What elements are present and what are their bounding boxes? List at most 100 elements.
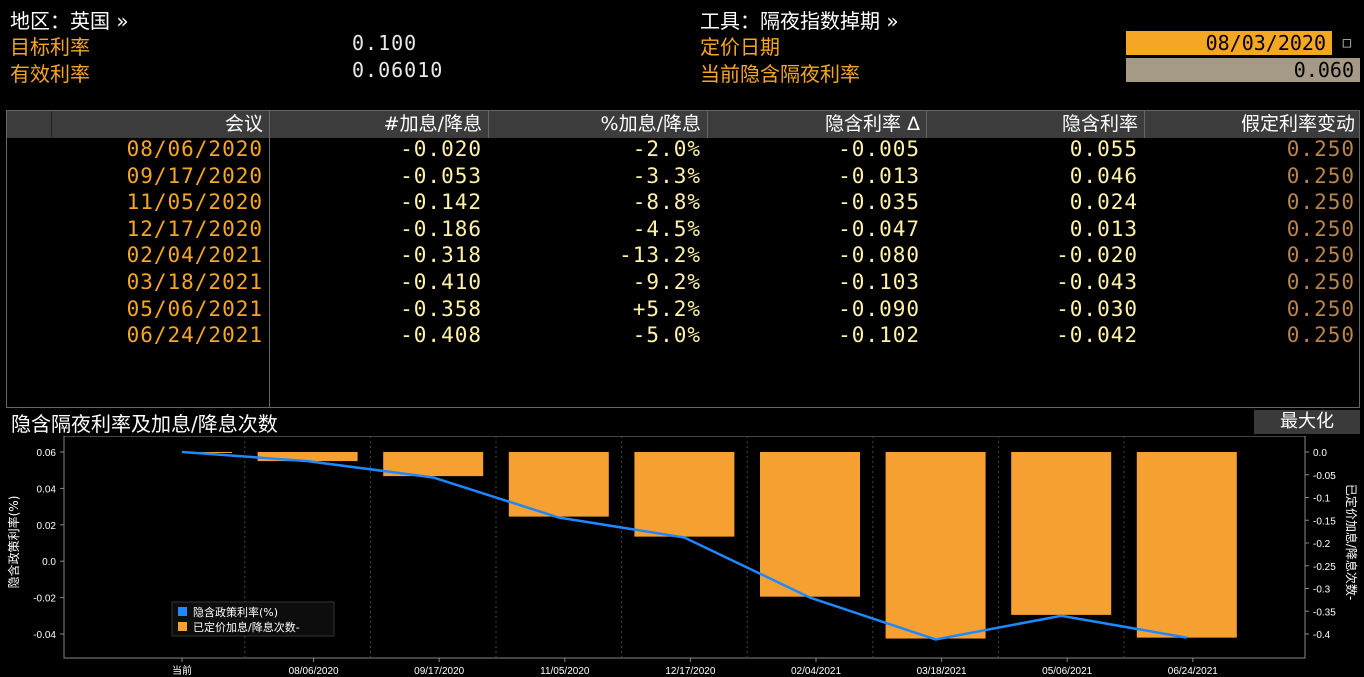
header-col-hike-pct[interactable]: %加息/降息	[600, 113, 701, 135]
table-cell-col-meeting[interactable]: 06/24/2021	[126, 323, 263, 348]
table-cell-col-meeting[interactable]: 09/17/2020	[126, 163, 263, 188]
legend-label-line: 隐含政策利率(%)	[193, 605, 278, 619]
table-cell-col-implied-rate: -0.042	[1056, 323, 1138, 348]
table-cell-col-hike-count: -0.408	[400, 323, 482, 348]
table-cell-col-assumed-move: 0.250	[1286, 243, 1355, 268]
y2-tick-label: -0.3	[1313, 585, 1331, 596]
table-cell-col-implied-rate: 0.055	[1069, 137, 1138, 161]
table-cell-col-meeting[interactable]: 02/04/2021	[126, 243, 263, 268]
region-selector[interactable]: 地区：英国 »	[10, 9, 129, 33]
table-cell-col-hike-pct: -8.8%	[632, 190, 701, 215]
table-cell-col-hike-count: -0.142	[400, 190, 482, 215]
y-tick-label: 0.02	[37, 521, 57, 532]
table-cell-col-hike-count: -0.410	[400, 270, 482, 294]
y2-axis-title: 已定价加息/降息次数-	[1344, 484, 1359, 600]
bar-06/24/2021	[1136, 452, 1237, 638]
table-cell-col-hike-pct: -5.0%	[632, 323, 701, 348]
table-cell-col-assumed-move: 0.250	[1286, 216, 1355, 241]
y-tick-label: -0.04	[33, 630, 56, 641]
table-cell-col-implied-delta: -0.090	[838, 296, 920, 321]
chart-title: 隐含隔夜利率及加息/降息次数	[11, 412, 278, 436]
y-axis-title: 隐含政策利率(%)	[6, 496, 21, 589]
implied-rate-line	[181, 450, 1188, 641]
target-rate-label: 目标利率	[10, 35, 90, 59]
table-cell-col-hike-count: -0.318	[400, 243, 482, 268]
effective-rate-label: 有效利率	[10, 62, 90, 86]
maximize-button[interactable]: 最大化	[1254, 410, 1360, 434]
x-tick-label: 03/18/2021	[917, 666, 967, 677]
table-cell-col-hike-count: -0.053	[400, 163, 482, 188]
table-cell-col-implied-delta: -0.080	[838, 243, 920, 268]
header-col-assumed-move[interactable]: 假定利率变动	[1240, 113, 1355, 135]
legend-box	[171, 601, 335, 637]
x-tick-label: 05/06/2021	[1042, 666, 1092, 677]
table-cell-col-hike-pct: -9.2%	[632, 270, 701, 294]
bar-03/18/2021	[885, 452, 986, 639]
bar-02/04/2021	[760, 452, 860, 597]
x-tick-label: 12/17/2020	[665, 666, 715, 677]
table-cell-col-hike-count: -0.358	[400, 296, 482, 321]
x-tick-label: 06/24/2021	[1168, 666, 1218, 677]
x-tick-label: 02/04/2021	[791, 666, 841, 677]
table-cell-col-implied-rate: 0.013	[1069, 216, 1138, 241]
table-cell-col-implied-rate: 0.046	[1069, 163, 1138, 188]
table-cell-col-assumed-move: 0.250	[1286, 323, 1355, 348]
plot-area	[63, 436, 1306, 659]
x-tick-label: 11/05/2020	[540, 666, 590, 677]
y2-tick-label: -0.05	[1313, 471, 1336, 482]
implied-rate-label: 当前隐含隔夜利率	[700, 62, 860, 86]
y2-tick-label: 0.0	[1313, 448, 1327, 459]
legend-label-bar: 已定价加息/降息次数-	[193, 620, 300, 634]
table-cell-col-hike-pct: -4.5%	[632, 216, 701, 241]
table-cell-col-implied-delta: -0.005	[838, 137, 920, 161]
y-tick-label: 0.04	[37, 484, 57, 495]
table-cell-col-assumed-move: 0.250	[1286, 137, 1355, 161]
pricing-date-input[interactable]: 08/03/2020	[1126, 31, 1332, 55]
implied-rate-input[interactable]: 0.060	[1126, 58, 1360, 82]
table-cell-col-meeting[interactable]: 05/06/2021	[126, 296, 263, 321]
header-col-implied-delta[interactable]: 隐含利率 Δ	[824, 113, 920, 135]
y2-tick-label: -0.4	[1313, 630, 1331, 641]
y2-tick-label: -0.1	[1313, 494, 1331, 505]
table-cell-col-meeting[interactable]: 08/06/2020	[126, 137, 263, 161]
table-header	[7, 111, 1359, 138]
table-cell-col-implied-delta: -0.103	[838, 270, 920, 294]
y2-tick-label: -0.35	[1313, 607, 1336, 618]
effective-rate-value: 0.06010	[352, 58, 444, 82]
table-cell-col-assumed-move: 0.250	[1286, 190, 1355, 215]
table-cell-col-implied-delta: -0.047	[838, 216, 920, 241]
table-cell-col-assumed-move: 0.250	[1286, 163, 1355, 188]
header-col-implied-rate[interactable]: 隐含利率	[1061, 113, 1138, 135]
bar-12/17/2020	[634, 452, 735, 537]
bar-05/06/2021	[1011, 452, 1112, 615]
meetings-table: 会议 #加息/降息 %加息/降息 隐含利率 Δ 隐含利率 假定利率变动 08/06/2020…	[6, 110, 1360, 408]
table-cell-col-hike-count: -0.186	[400, 216, 482, 241]
table-cell-col-hike-pct: +5.2%	[632, 296, 701, 321]
tool-selector[interactable]: 工具：隔夜指数掉期 »	[700, 9, 899, 33]
y-tick-label: 0.0	[42, 557, 56, 568]
y-tick-label: 0.06	[37, 448, 57, 459]
table-cell-col-meeting[interactable]: 03/18/2021	[126, 270, 263, 294]
y2-tick-label: -0.25	[1313, 562, 1336, 573]
calendar-icon[interactable]: □	[1334, 31, 1360, 55]
header-col-hike-count[interactable]: #加息/降息	[383, 113, 482, 135]
target-rate-value: 0.100	[352, 31, 418, 55]
rate-chart: 0.06 0.04 0.02 0.0 -0.02 -0.04 0.0 -0.05 -0.1 -0.…	[6, 436, 1359, 677]
x-tick-label: 09/17/2020	[414, 666, 464, 677]
table-cell-col-hike-pct: -2.0%	[632, 137, 701, 161]
header-col-meeting[interactable]: 会议	[224, 113, 263, 135]
table-cell-col-meeting[interactable]: 12/17/2020	[126, 216, 263, 241]
table-cell-col-implied-delta: -0.035	[838, 190, 920, 215]
legend-swatch-bar	[178, 622, 187, 631]
table-cell-col-assumed-move: 0.250	[1286, 296, 1355, 321]
y2-tick-label: -0.2	[1313, 539, 1331, 550]
y2-tick-label: -0.15	[1313, 516, 1336, 527]
table-cell-col-assumed-move: 0.250	[1286, 270, 1355, 294]
table-cell-col-meeting[interactable]: 11/05/2020	[126, 190, 263, 215]
x-tick-label: 08/06/2020	[289, 666, 339, 677]
bar-当前	[182, 452, 232, 453]
table-cell-col-hike-count: -0.020	[400, 137, 482, 161]
table-cell-col-implied-rate: -0.020	[1056, 243, 1138, 268]
y-tick-label: -0.02	[33, 594, 56, 605]
legend-swatch-line	[178, 607, 187, 616]
